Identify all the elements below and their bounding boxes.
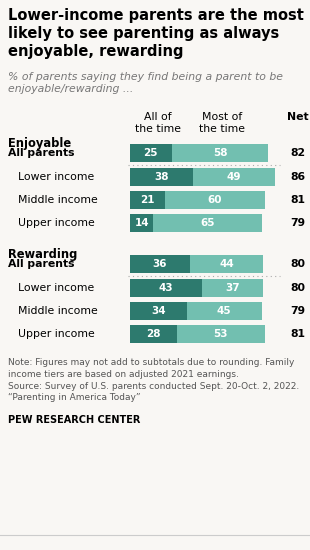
Bar xyxy=(177,325,265,343)
Text: 34: 34 xyxy=(151,306,166,316)
Text: Lower income: Lower income xyxy=(18,283,94,293)
Text: 37: 37 xyxy=(225,283,240,293)
Text: 28: 28 xyxy=(146,329,161,339)
Text: 58: 58 xyxy=(213,148,227,158)
Text: All of
the time: All of the time xyxy=(135,112,181,134)
Text: 44: 44 xyxy=(219,259,234,269)
Bar xyxy=(130,191,165,209)
Text: 81: 81 xyxy=(290,195,305,205)
Text: Middle income: Middle income xyxy=(18,306,98,316)
Text: PEW RESEARCH CENTER: PEW RESEARCH CENTER xyxy=(8,415,140,425)
Text: Middle income: Middle income xyxy=(18,195,98,205)
Text: All parents: All parents xyxy=(8,148,74,158)
Text: 25: 25 xyxy=(144,148,158,158)
Bar xyxy=(130,325,177,343)
Text: Upper income: Upper income xyxy=(18,218,95,228)
Text: 79: 79 xyxy=(290,306,306,316)
Text: Net: Net xyxy=(287,112,309,122)
Bar xyxy=(130,279,202,297)
Text: All parents: All parents xyxy=(8,259,74,269)
Text: 82: 82 xyxy=(290,148,306,158)
Text: Rewarding: Rewarding xyxy=(8,248,78,261)
Bar xyxy=(130,168,193,186)
Text: Lower-income parents are the most
likely to see parenting as always
enjoyable, r: Lower-income parents are the most likely… xyxy=(8,8,304,59)
Text: 80: 80 xyxy=(290,259,305,269)
Text: 80: 80 xyxy=(290,283,305,293)
Text: Enjoyable: Enjoyable xyxy=(8,137,71,150)
Text: 60: 60 xyxy=(208,195,222,205)
Text: Lower income: Lower income xyxy=(18,172,94,182)
Bar xyxy=(187,302,262,320)
Text: 43: 43 xyxy=(158,283,173,293)
Text: 79: 79 xyxy=(290,218,306,228)
Text: 36: 36 xyxy=(153,259,167,269)
Text: 45: 45 xyxy=(217,306,232,316)
Bar xyxy=(202,279,263,297)
Text: % of parents saying they find being a parent to be
enjoyable/rewarding ...: % of parents saying they find being a pa… xyxy=(8,72,283,95)
Text: Most of
the time: Most of the time xyxy=(199,112,245,134)
Bar xyxy=(190,255,263,273)
Text: 65: 65 xyxy=(200,218,215,228)
Bar xyxy=(130,144,172,162)
Bar xyxy=(172,144,268,162)
Text: 21: 21 xyxy=(140,195,155,205)
Text: 81: 81 xyxy=(290,329,305,339)
Text: 53: 53 xyxy=(214,329,228,339)
Bar xyxy=(193,168,275,186)
Text: 49: 49 xyxy=(227,172,241,182)
Bar xyxy=(130,302,187,320)
Text: 38: 38 xyxy=(154,172,169,182)
Bar xyxy=(165,191,265,209)
Bar xyxy=(130,214,153,232)
Text: Upper income: Upper income xyxy=(18,329,95,339)
Text: 14: 14 xyxy=(134,218,149,228)
Text: 86: 86 xyxy=(290,172,306,182)
Text: Note: Figures may not add to subtotals due to rounding. Family
income tiers are : Note: Figures may not add to subtotals d… xyxy=(8,358,299,403)
Bar xyxy=(153,214,262,232)
Bar xyxy=(130,255,190,273)
